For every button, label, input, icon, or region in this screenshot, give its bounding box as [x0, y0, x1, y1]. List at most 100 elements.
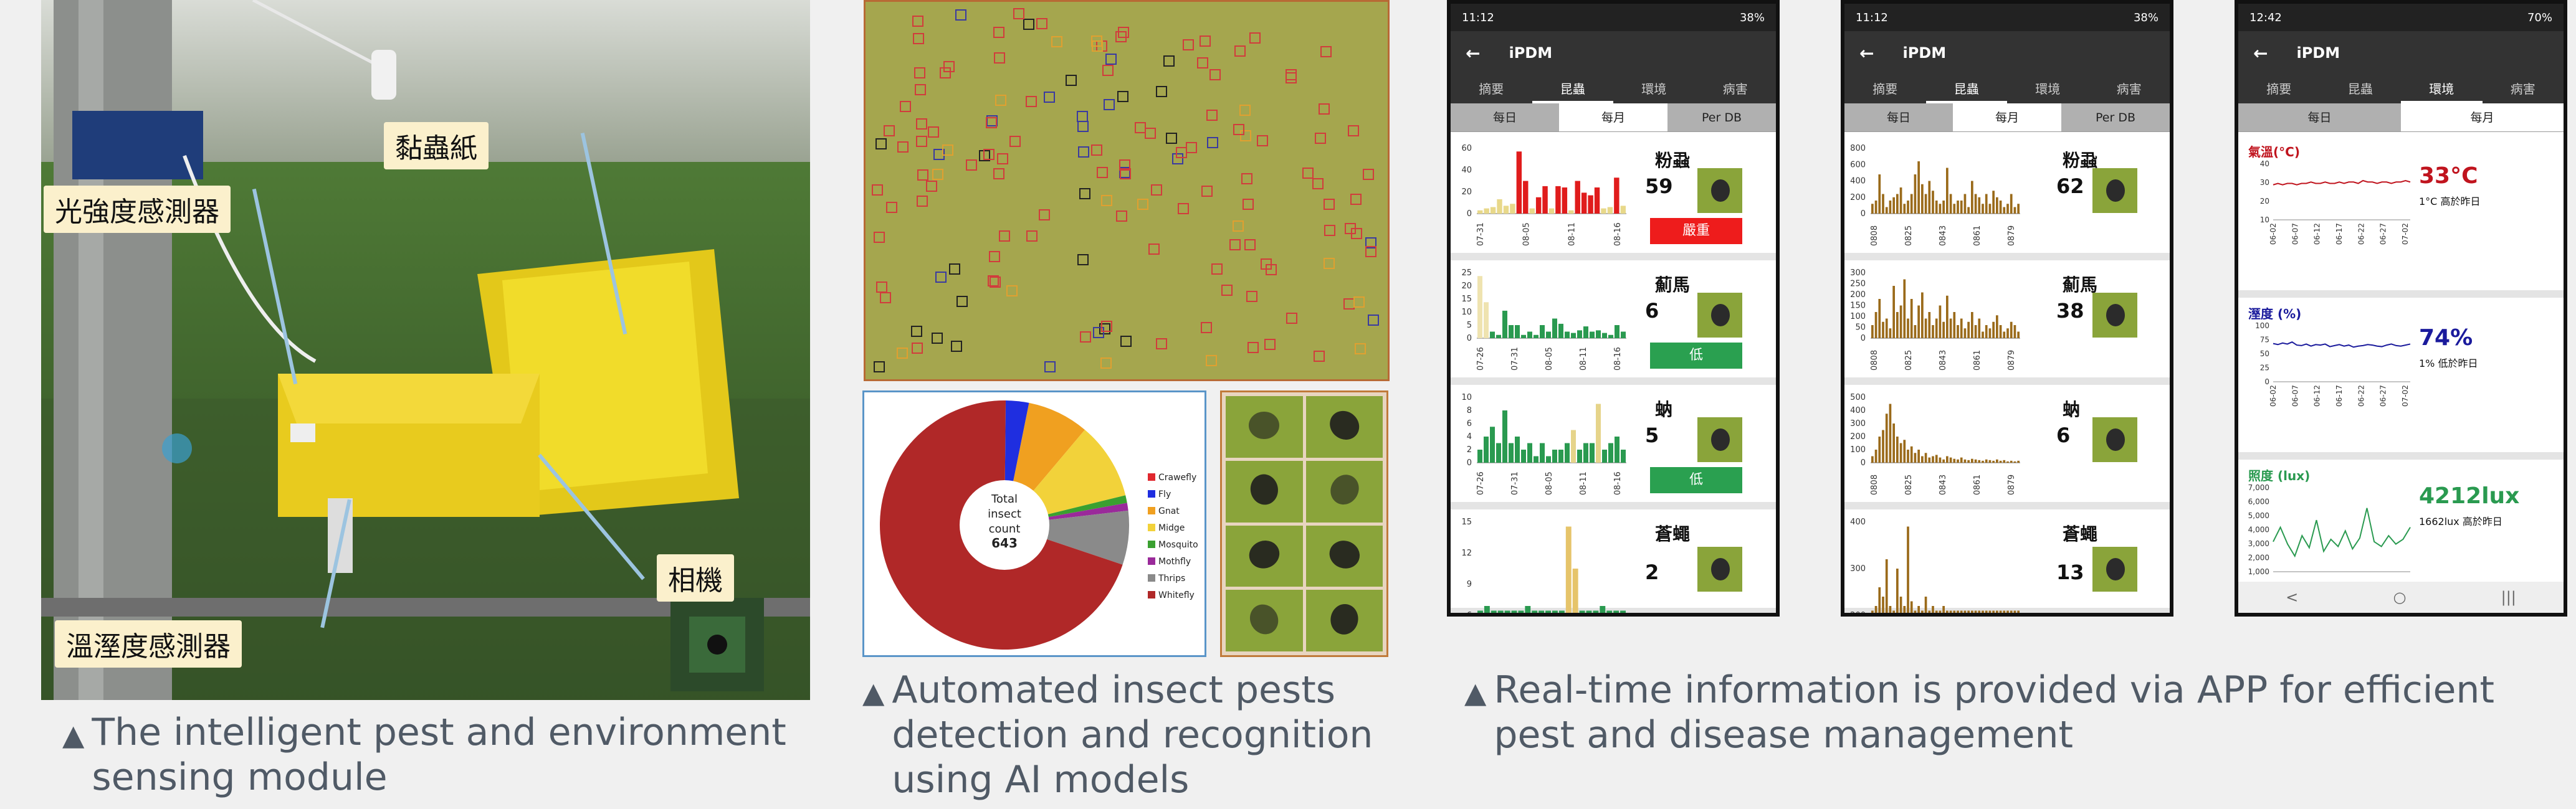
insect-thumbnail: [1226, 460, 1303, 523]
back-arrow-icon[interactable]: ←: [1859, 42, 1874, 64]
period-tab-1[interactable]: 每月: [1953, 103, 2061, 131]
period-tab-0[interactable]: 每日: [2238, 103, 2401, 131]
insect-card-1[interactable]: 0 50 100 150 200 250 300 0808 0825 0843 0861 0879 薊馬…: [1844, 260, 2170, 385]
bar: [1949, 457, 1952, 463]
detection-box: [1101, 321, 1113, 333]
tab-2[interactable]: 環境: [2035, 82, 2061, 97]
insect-name: 蚋: [1655, 399, 1673, 420]
bar: [1917, 161, 1920, 214]
y-tick-label: 300: [1850, 268, 1866, 278]
insect-card-3[interactable]: 6 9 12 15 蒼蠅 2: [1451, 509, 1776, 613]
legend-label: Fly: [1158, 490, 1171, 499]
bar: [1878, 437, 1881, 463]
line-chart-svg: 10 20 30 40 06-02 06-07 06-12 06-17 06-22 06-27 07…: [2260, 159, 2411, 245]
bar: [1935, 201, 1938, 214]
detection-box: [1044, 92, 1055, 103]
env-metric-value: 4212lux: [2419, 483, 2520, 509]
insect-card-1[interactable]: 0 5 10 15 20 25 07-26 07-31 08-05 08-11 08-16 薊馬 6 低: [1451, 260, 1776, 385]
detection-box: [1117, 91, 1128, 103]
tab-0[interactable]: 摘要: [1479, 82, 1504, 97]
tab-3[interactable]: 病害: [1722, 82, 1748, 97]
bar: [2006, 204, 2009, 214]
x-tick-label: 06-02: [2269, 385, 2278, 407]
tab-0[interactable]: 摘要: [1872, 82, 1898, 97]
insect-card-2[interactable]: 0 100 200 300 400 500 0808 0825 0843 0861 0879 蚋 6: [1844, 385, 2170, 509]
env-metric-value: 74%: [2419, 325, 2473, 351]
tab-1[interactable]: 昆蟲: [1925, 75, 2007, 103]
detection-box: [1201, 185, 1213, 197]
detection-box: [990, 276, 1001, 288]
detection-box: [943, 61, 955, 73]
x-tick-label: 06-12: [2313, 385, 2322, 407]
detection-box: [1246, 290, 1257, 302]
status-bar: 11:12 38%: [1844, 4, 2170, 31]
bar: [1996, 610, 1998, 613]
x-tick-label: 0825: [1904, 475, 1914, 495]
tab-2[interactable]: 環境: [2401, 75, 2483, 103]
insect-card-3[interactable]: 200 300 400 蒼蠅 13: [1844, 509, 2170, 613]
period-tab-1[interactable]: 每月: [1559, 103, 1667, 131]
period-tab-2[interactable]: Per DB: [2061, 103, 2170, 131]
bar: [1914, 453, 1917, 463]
bar: [2013, 610, 2016, 613]
caption-module: ▲ The intelligent pest and environment s…: [62, 710, 810, 800]
detection-box: [1197, 57, 1209, 69]
period-tab-2[interactable]: Per DB: [1667, 103, 1776, 131]
tab-3[interactable]: 病害: [2510, 82, 2535, 97]
bar: [1982, 204, 1984, 214]
env-metric-value: 33°C: [2419, 163, 2478, 189]
tab-1[interactable]: 昆蟲: [1532, 75, 1613, 103]
caption-app: ▲ Real-time information is provided via …: [1464, 668, 2549, 757]
period-tab-0[interactable]: 每日: [1451, 103, 1559, 131]
bar: [1988, 610, 1992, 613]
bar: [1932, 606, 1934, 613]
detection-box: [956, 295, 968, 307]
bar: [1572, 569, 1578, 613]
bar: [1871, 610, 1874, 613]
bar: [1982, 460, 1984, 463]
bar: [1882, 597, 1884, 613]
env-card-0[interactable]: 氣溫(°C) 10 20 30 40 06-02 06-07 06-12 06-17 06-22 0…: [2238, 136, 2564, 298]
y-tick-label: 400: [1850, 406, 1866, 415]
env-metric-name: 照度 (lux): [2248, 468, 2311, 483]
caption-detection: ▲ Automated insect pests detection and r…: [862, 668, 1398, 802]
detection-box: [1365, 237, 1376, 249]
period-tab-0[interactable]: 每日: [1844, 103, 1953, 131]
detection-box: [1151, 184, 1163, 196]
detection-box: [979, 150, 991, 162]
detection-box: [872, 184, 884, 196]
detection-box: [926, 181, 938, 192]
y-tick-label: 7,000: [2248, 483, 2269, 492]
nav-button-1[interactable]: ○: [2393, 589, 2407, 606]
tab-3[interactable]: 病害: [2116, 82, 2142, 97]
bar: [1924, 597, 1927, 613]
back-arrow-icon[interactable]: ←: [2253, 42, 2268, 64]
bar: [1608, 334, 1613, 338]
bar: [1565, 526, 1572, 613]
y-tick-label: 4,000: [2248, 526, 2269, 534]
tab-0[interactable]: 摘要: [2266, 82, 2292, 97]
insect-card-0[interactable]: 0 20 40 60 07-31 08-05 08-11 08-16 粉蝨 59 嚴重: [1451, 136, 1776, 260]
legend-swatch: [1148, 541, 1155, 548]
env-card-1[interactable]: 溼度 (%) 0 25 50 75 100 06-02 06-07 06-12 06-17 06-2…: [2238, 298, 2564, 460]
y-tick-label: 2,000: [2248, 554, 2269, 562]
tab-1[interactable]: 昆蟲: [2347, 82, 2373, 97]
y-tick-label: 5,000: [2248, 511, 2269, 520]
tab-2[interactable]: 環境: [1641, 82, 1667, 97]
env-card-2[interactable]: 照度 (lux) 1,000 2,000 3,000 4,000 5,000 6,000 7,…: [2238, 460, 2564, 590]
nav-button-0[interactable]: <: [2286, 589, 2299, 606]
period-tab-1[interactable]: 每月: [2401, 103, 2564, 131]
insect-card-0[interactable]: 0 200 400 600 800 0808 0825 0843 0861 0879 粉蝨 62: [1844, 136, 2170, 260]
detection-box: [1105, 53, 1117, 65]
nav-button-2[interactable]: |||: [2501, 589, 2516, 606]
detection-box: [1348, 125, 1360, 137]
detection-box: [1229, 239, 1241, 250]
y-tick-label: 0: [1861, 334, 1866, 343]
back-arrow-icon[interactable]: ←: [1466, 42, 1481, 64]
detection-box: [1006, 285, 1018, 296]
bar: [1992, 321, 1995, 338]
bar: [1946, 168, 1949, 214]
bar: [1871, 325, 1874, 338]
insect-card-2[interactable]: 0 2 4 6 8 10 07-26 07-31 08-05 08-11 08-16 蚋 5 低: [1451, 385, 1776, 509]
